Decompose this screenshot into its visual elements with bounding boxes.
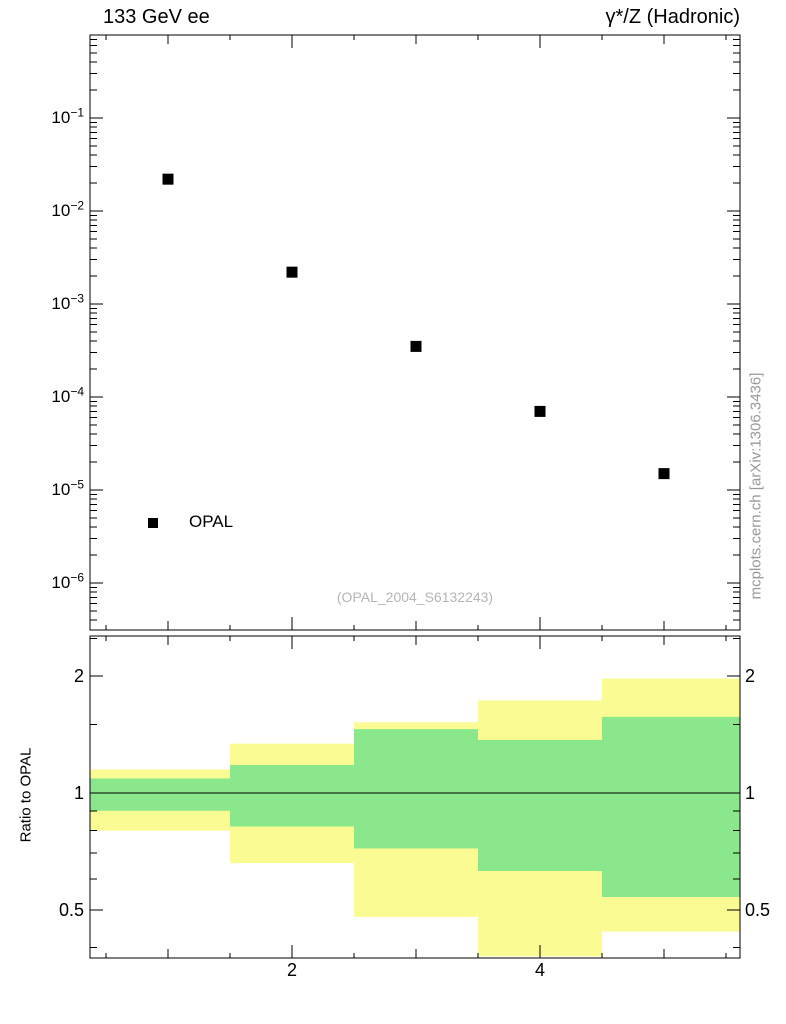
main-y-tick-label: 10−5 [51, 477, 84, 499]
ratio-y-tick-label-left: 0.5 [58, 900, 84, 920]
ratio-y-tick-label-right: 0.5 [745, 900, 771, 920]
header-process-label: γ*/Z (Hadronic) [605, 6, 740, 28]
x-tick-label: 4 [534, 960, 545, 980]
main-y-tick-label: 10−2 [51, 198, 84, 220]
analysis-watermark: (OPAL_2004_S6132243) [336, 589, 494, 605]
axis-ticks [90, 35, 740, 958]
main-y-tick-label: 10−4 [51, 384, 84, 406]
plot-frames [89, 34, 741, 959]
ratio-axis-title: Ratio to OPAL [17, 747, 35, 843]
main-y-tick-label: 10−3 [51, 291, 84, 313]
legend-label: OPAL [189, 512, 234, 531]
header-beam-label: 133 GeV ee [103, 6, 210, 28]
ratio-uncertainty-bands [89, 678, 740, 957]
ratio-y-tick-label-right: 1 [745, 783, 756, 803]
main-y-tick-label: 10−6 [51, 570, 84, 592]
legend-marker [148, 518, 158, 528]
mcplots-reference-note: mcplots.cern.ch [arXiv:1306.3436] [747, 372, 765, 600]
main-y-tick-label: 10−1 [51, 105, 84, 127]
x-tick-label: 2 [286, 960, 297, 980]
ratio-y-tick-label-left: 1 [73, 783, 84, 803]
ratio-y-tick-label-right: 2 [745, 666, 756, 686]
data-points [162, 173, 670, 480]
ratio-y-tick-label-left: 2 [73, 666, 84, 686]
